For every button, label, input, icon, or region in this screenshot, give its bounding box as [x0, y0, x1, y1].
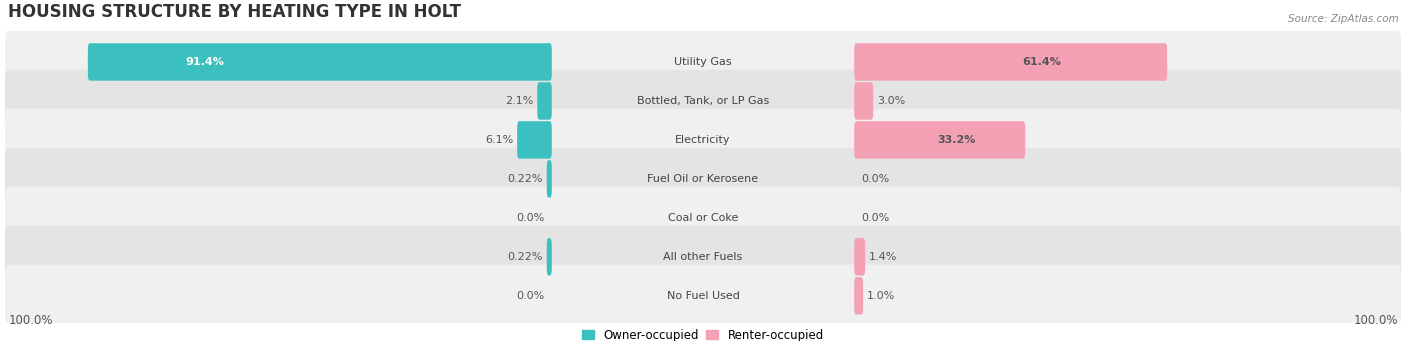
Text: Electricity: Electricity: [675, 135, 731, 145]
FancyBboxPatch shape: [855, 238, 865, 276]
FancyBboxPatch shape: [6, 187, 1400, 249]
Text: 0.0%: 0.0%: [862, 174, 890, 184]
Text: 3.0%: 3.0%: [877, 96, 905, 106]
Text: All other Fuels: All other Fuels: [664, 252, 742, 262]
FancyBboxPatch shape: [855, 121, 1025, 159]
FancyBboxPatch shape: [6, 31, 1400, 93]
FancyBboxPatch shape: [547, 160, 551, 198]
Text: 2.1%: 2.1%: [505, 96, 534, 106]
FancyBboxPatch shape: [855, 277, 863, 314]
Text: 0.0%: 0.0%: [862, 213, 890, 223]
FancyBboxPatch shape: [547, 238, 551, 276]
Text: 0.22%: 0.22%: [508, 252, 543, 262]
Text: HOUSING STRUCTURE BY HEATING TYPE IN HOLT: HOUSING STRUCTURE BY HEATING TYPE IN HOL…: [8, 3, 461, 21]
FancyBboxPatch shape: [87, 43, 551, 81]
Text: 61.4%: 61.4%: [1022, 57, 1062, 67]
Text: 100.0%: 100.0%: [8, 313, 53, 326]
Text: 33.2%: 33.2%: [938, 135, 976, 145]
FancyBboxPatch shape: [537, 82, 551, 120]
Text: Source: ZipAtlas.com: Source: ZipAtlas.com: [1288, 14, 1399, 24]
Text: 1.4%: 1.4%: [869, 252, 897, 262]
FancyBboxPatch shape: [517, 121, 551, 159]
FancyBboxPatch shape: [6, 148, 1400, 210]
Text: Utility Gas: Utility Gas: [675, 57, 731, 67]
Text: 6.1%: 6.1%: [485, 135, 513, 145]
Text: 0.0%: 0.0%: [516, 213, 544, 223]
Text: No Fuel Used: No Fuel Used: [666, 291, 740, 301]
Legend: Owner-occupied, Renter-occupied: Owner-occupied, Renter-occupied: [582, 328, 824, 341]
Text: 1.0%: 1.0%: [866, 291, 896, 301]
Text: Coal or Coke: Coal or Coke: [668, 213, 738, 223]
FancyBboxPatch shape: [855, 82, 873, 120]
Text: 0.22%: 0.22%: [508, 174, 543, 184]
FancyBboxPatch shape: [6, 109, 1400, 171]
Text: 100.0%: 100.0%: [1353, 313, 1398, 326]
FancyBboxPatch shape: [855, 43, 1167, 81]
Text: 0.0%: 0.0%: [516, 291, 544, 301]
Text: 91.4%: 91.4%: [186, 57, 225, 67]
FancyBboxPatch shape: [6, 70, 1400, 132]
Text: Fuel Oil or Kerosene: Fuel Oil or Kerosene: [647, 174, 759, 184]
FancyBboxPatch shape: [6, 265, 1400, 327]
Text: Bottled, Tank, or LP Gas: Bottled, Tank, or LP Gas: [637, 96, 769, 106]
FancyBboxPatch shape: [6, 226, 1400, 288]
